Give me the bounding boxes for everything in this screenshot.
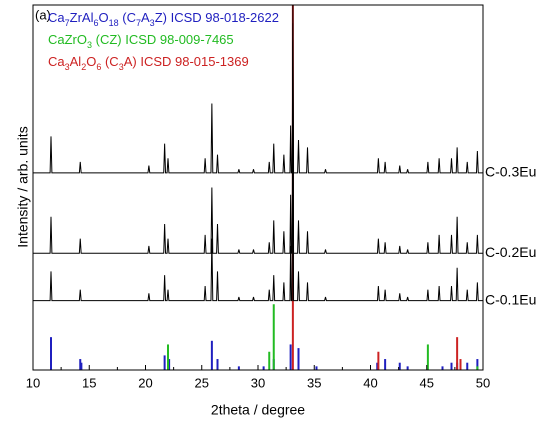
x-tick-label: 35 <box>307 375 321 390</box>
series-label: C-0.2Eu <box>485 244 536 260</box>
x-tick-label: 25 <box>195 375 209 390</box>
legend-entry: Ca3Al2O6 (C3A) ICSD 98-015-1369 <box>48 54 249 72</box>
y-axis-label: Intensity / arb. units <box>15 126 31 247</box>
x-tick-label: 40 <box>363 375 377 390</box>
x-tick-label: 45 <box>420 375 434 390</box>
series-label: C-0.3Eu <box>485 164 536 180</box>
x-tick-label: 10 <box>26 375 40 390</box>
x-tick-label: 50 <box>476 375 490 390</box>
pattern-line <box>33 41 483 302</box>
panel-label: (a) <box>35 7 51 22</box>
x-tick-label: 30 <box>251 375 265 390</box>
legend-entry: CaZrO3 (CZ) ICSD 98-009-7465 <box>48 32 234 50</box>
x-axis-label: 2theta / degree <box>211 402 305 418</box>
series-label: C-0.1Eu <box>485 291 536 307</box>
pattern-line <box>33 4 483 174</box>
x-tick-label: 20 <box>138 375 152 390</box>
pattern-line <box>33 23 483 254</box>
legend-entry: Ca7ZrAl6O18 (C7A3Z) ICSD 98-018-2622 <box>48 10 279 28</box>
x-tick-label: 15 <box>82 375 96 390</box>
